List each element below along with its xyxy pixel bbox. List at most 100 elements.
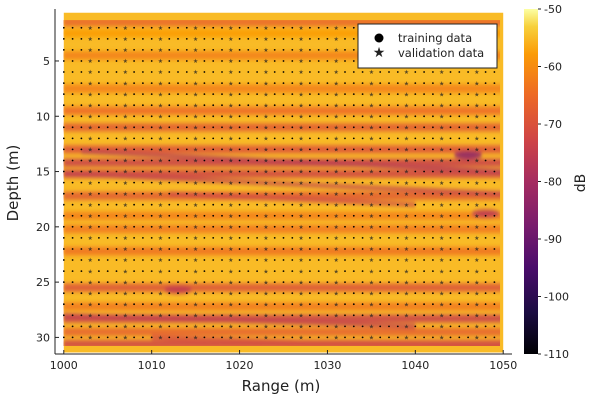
training-point (414, 292, 417, 295)
training-point (361, 137, 364, 140)
training-point (326, 26, 329, 29)
training-point (247, 248, 250, 250)
training-point (71, 26, 74, 29)
training-point (432, 237, 434, 239)
training-point (71, 270, 74, 272)
validation-point: ★ (158, 324, 163, 331)
training-point (396, 259, 399, 261)
validation-point: ★ (123, 169, 128, 176)
training-point (379, 314, 382, 317)
training-point (142, 60, 144, 62)
training-point (185, 49, 188, 51)
training-point (309, 38, 311, 40)
x-axis-label: Range (m) (242, 377, 321, 395)
validation-point: ★ (88, 224, 93, 231)
training-point (98, 170, 100, 173)
training-point (106, 181, 109, 184)
training-point (133, 71, 136, 73)
training-point (344, 259, 346, 261)
training-point (291, 192, 294, 195)
training-point (256, 126, 258, 129)
training-point (238, 248, 241, 250)
validation-point: ★ (369, 180, 374, 187)
training-point (168, 314, 171, 317)
heatmap-field (63, 12, 504, 353)
validation-point: ★ (263, 191, 268, 198)
training-point (449, 325, 452, 328)
validation-point: ★ (263, 158, 268, 165)
heatmap-band (63, 314, 500, 323)
validation-point: ★ (123, 290, 128, 297)
training-point (177, 104, 179, 107)
training-point (256, 237, 258, 239)
training-point (177, 126, 179, 129)
validation-point: ★ (263, 290, 268, 297)
validation-point: ★ (334, 290, 339, 297)
training-point (449, 303, 452, 306)
training-point (63, 281, 65, 283)
training-point (212, 270, 215, 272)
training-point (493, 303, 496, 306)
validation-point: ★ (228, 313, 233, 320)
training-point (106, 93, 109, 95)
training-point (133, 314, 136, 317)
training-point (467, 237, 469, 239)
training-point (493, 336, 496, 339)
training-point (414, 170, 417, 173)
training-point (212, 281, 215, 283)
training-point (352, 225, 355, 228)
training-point (63, 60, 65, 62)
training-point (98, 60, 100, 62)
training-point (414, 104, 417, 107)
training-point (177, 192, 179, 195)
training-point (98, 248, 100, 250)
training-point (133, 214, 136, 217)
validation-point: ★ (474, 224, 479, 231)
training-point (467, 203, 469, 206)
training-point (238, 214, 241, 217)
training-point (467, 93, 469, 95)
validation-point: ★ (474, 257, 479, 264)
training-point (247, 281, 250, 283)
training-point (133, 203, 136, 206)
validation-point: ★ (298, 147, 303, 154)
validation-point: ★ (123, 14, 128, 21)
training-point (414, 159, 417, 162)
training-point (150, 181, 153, 184)
validation-point: ★ (193, 147, 198, 154)
validation-point: ★ (193, 169, 198, 176)
training-point (98, 104, 100, 107)
training-point (142, 237, 144, 239)
training-point (414, 115, 417, 118)
validation-point: ★ (439, 14, 444, 21)
training-point (238, 181, 241, 184)
training-point (388, 259, 390, 261)
training-point (212, 259, 215, 261)
training-point (396, 148, 399, 151)
training-point (238, 281, 241, 283)
colorbar-tick-label: -80 (544, 176, 562, 189)
training-point (133, 248, 136, 250)
training-point (432, 82, 434, 84)
training-point (115, 137, 118, 140)
training-point (168, 26, 171, 29)
training-point (458, 325, 461, 328)
validation-point: ★ (474, 80, 479, 87)
training-point (493, 292, 496, 295)
training-point (177, 115, 179, 118)
training-point (142, 170, 144, 173)
training-point (115, 192, 118, 195)
validation-point: ★ (158, 58, 163, 65)
validation-point: ★ (88, 14, 93, 21)
validation-point: ★ (369, 268, 374, 275)
validation-point: ★ (228, 47, 233, 54)
training-point (238, 115, 241, 118)
training-point (256, 82, 258, 84)
training-point (396, 214, 399, 217)
training-point (80, 49, 83, 51)
validation-point: ★ (474, 290, 479, 297)
training-point (168, 181, 171, 184)
training-point (458, 148, 461, 151)
validation-point: ★ (439, 346, 444, 353)
training-point (326, 137, 329, 140)
